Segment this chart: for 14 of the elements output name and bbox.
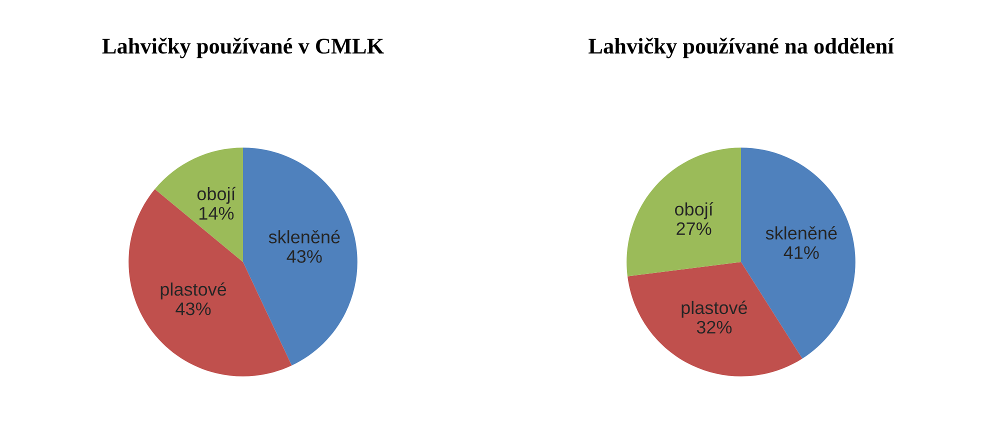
data-label: 14% [200, 207, 234, 220]
slice-label: skleněné [766, 226, 837, 240]
chart-title: Lahvičky používané na oddělení [588, 38, 894, 58]
data-label: 43% [286, 250, 322, 263]
slice-label: obojí [197, 186, 236, 204]
chart-title: Lahvičky používané v CMLK [102, 38, 384, 58]
slice-label: plastové [682, 300, 748, 318]
data-label: 32% [696, 320, 732, 334]
slice-label: plastové [160, 282, 226, 300]
data-label: 43% [176, 302, 211, 316]
slice-label: obojí [674, 202, 714, 220]
data-label: 27% [676, 222, 712, 235]
slice-label: skleněné [268, 230, 340, 244]
data-label: 41% [784, 246, 819, 259]
